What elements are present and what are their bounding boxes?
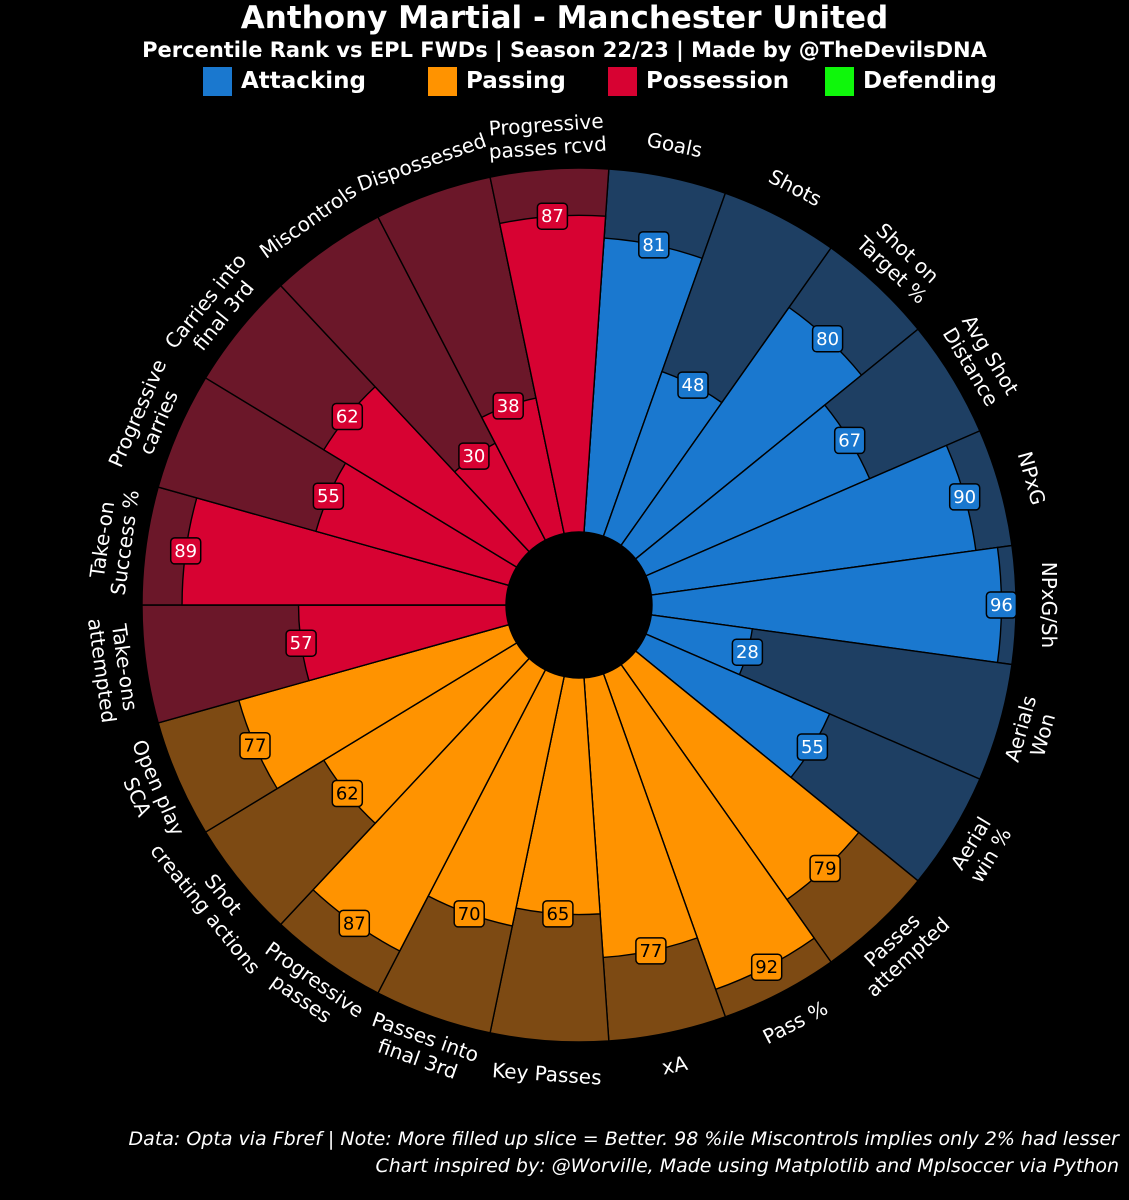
value-box-progressive-passes <box>338 909 371 938</box>
value-label-shot-on-target: 80 <box>816 329 839 350</box>
footer-note: Data: Opta via Fbref | Note: More filled… <box>128 1128 1119 1150</box>
value-label-passes-into-final-3rd: 70 <box>458 904 481 925</box>
category-label-take-on-success: Take-onSuccess % <box>83 485 144 596</box>
value-box-dispossessed <box>492 392 524 420</box>
value-label-progressive-passes-rcvd: 87 <box>541 206 564 227</box>
value-label-progressive-passes: 87 <box>343 913 366 934</box>
value-label-take-on-success: 89 <box>174 541 197 562</box>
value-label-shots: 48 <box>682 375 705 396</box>
value-label-pass: 92 <box>755 957 778 978</box>
legend-swatch-passing <box>428 66 457 96</box>
value-label-dispossessed: 38 <box>497 396 520 417</box>
value-box-progressive-carries <box>312 482 345 510</box>
legend-swatch-defending <box>825 66 854 96</box>
category-label-key-passes: Key Passes <box>491 1058 602 1089</box>
legend-item-defending: Defending <box>825 66 997 96</box>
chart-subtitle: Percentile Rank vs EPL FWDs | Season 22/… <box>142 38 987 62</box>
value-label-carries-into-final-3rd: 62 <box>336 407 359 428</box>
category-label-shots: Shots <box>765 164 826 211</box>
value-label-miscontrols: 30 <box>462 446 485 467</box>
value-label-aerial-win: 55 <box>801 737 824 758</box>
value-label-npxg-sh: 96 <box>990 595 1013 616</box>
value-label-avg-shot-distance: 67 <box>838 430 861 451</box>
value-label-aerials-won: 28 <box>736 642 759 663</box>
legend-label-defending: Defending <box>863 68 997 94</box>
value-box-npxg-sh <box>985 591 1018 619</box>
value-box-pass <box>750 953 783 981</box>
category-label-take-ons-attempted: Take-onsattempted <box>83 614 144 725</box>
value-label-npxg: 90 <box>953 487 976 508</box>
value-box-progressive-passes-rcvd <box>536 202 569 230</box>
legend-label-passing: Passing <box>466 68 566 94</box>
value-box-npxg <box>948 483 981 511</box>
category-label-npxg-sh: NPxG/Sh <box>1037 562 1061 648</box>
value-box-shot-on-target <box>811 325 844 353</box>
category-label-goals: Goals <box>645 127 705 162</box>
value-label-xa: 77 <box>639 941 662 962</box>
value-box-aerial-win <box>796 733 829 761</box>
legend-swatch-possession <box>608 66 637 96</box>
category-label-xa: xA <box>660 1051 690 1080</box>
value-box-passes-into-final-3rd <box>453 900 485 928</box>
value-box-miscontrols <box>458 442 490 470</box>
value-box-shots <box>677 371 709 399</box>
legend-item-possession: Possession <box>608 66 789 96</box>
value-box-open-play-sca <box>239 731 271 760</box>
value-label-shot-creating-actions: 62 <box>336 784 359 805</box>
value-label-open-play-sca: 77 <box>244 736 267 757</box>
center-hole <box>506 532 652 678</box>
category-label-npxg: NPxG <box>1013 449 1051 508</box>
value-box-goals <box>638 231 670 259</box>
value-label-passes-attempted: 79 <box>814 859 837 880</box>
legend-swatch-attacking <box>203 66 232 96</box>
value-box-xa <box>635 937 667 965</box>
value-label-key-passes: 65 <box>546 904 569 925</box>
value-box-shot-creating-actions <box>331 779 364 808</box>
chart-title: Anthony Martial - Manchester United <box>240 0 889 36</box>
value-label-progressive-carries: 55 <box>317 486 340 507</box>
value-label-take-ons-attempted: 57 <box>290 633 313 654</box>
value-box-key-passes <box>542 900 574 928</box>
value-box-carries-into-final-3rd <box>331 402 364 431</box>
value-label-goals: 81 <box>642 235 665 256</box>
category-label-aerials-won: AerialsWon <box>1000 693 1064 771</box>
value-box-avg-shot-distance <box>833 426 866 455</box>
legend-item-attacking: Attacking <box>203 66 366 96</box>
value-box-passes-attempted <box>809 854 841 883</box>
value-box-aerials-won <box>731 638 764 666</box>
legend-item-passing: Passing <box>428 66 566 96</box>
value-box-take-ons-attempted <box>285 629 317 657</box>
category-label-progressive-passes-rcvd: Progressivepasses rcvd <box>486 109 607 164</box>
category-label-pass: Pass % <box>759 996 832 1049</box>
footer-credit: Chart inspired by: @Worville, Made using… <box>375 1155 1119 1177</box>
legend-label-attacking: Attacking <box>241 68 366 94</box>
value-box-take-on-success <box>169 537 202 565</box>
legend-label-possession: Possession <box>646 68 790 94</box>
